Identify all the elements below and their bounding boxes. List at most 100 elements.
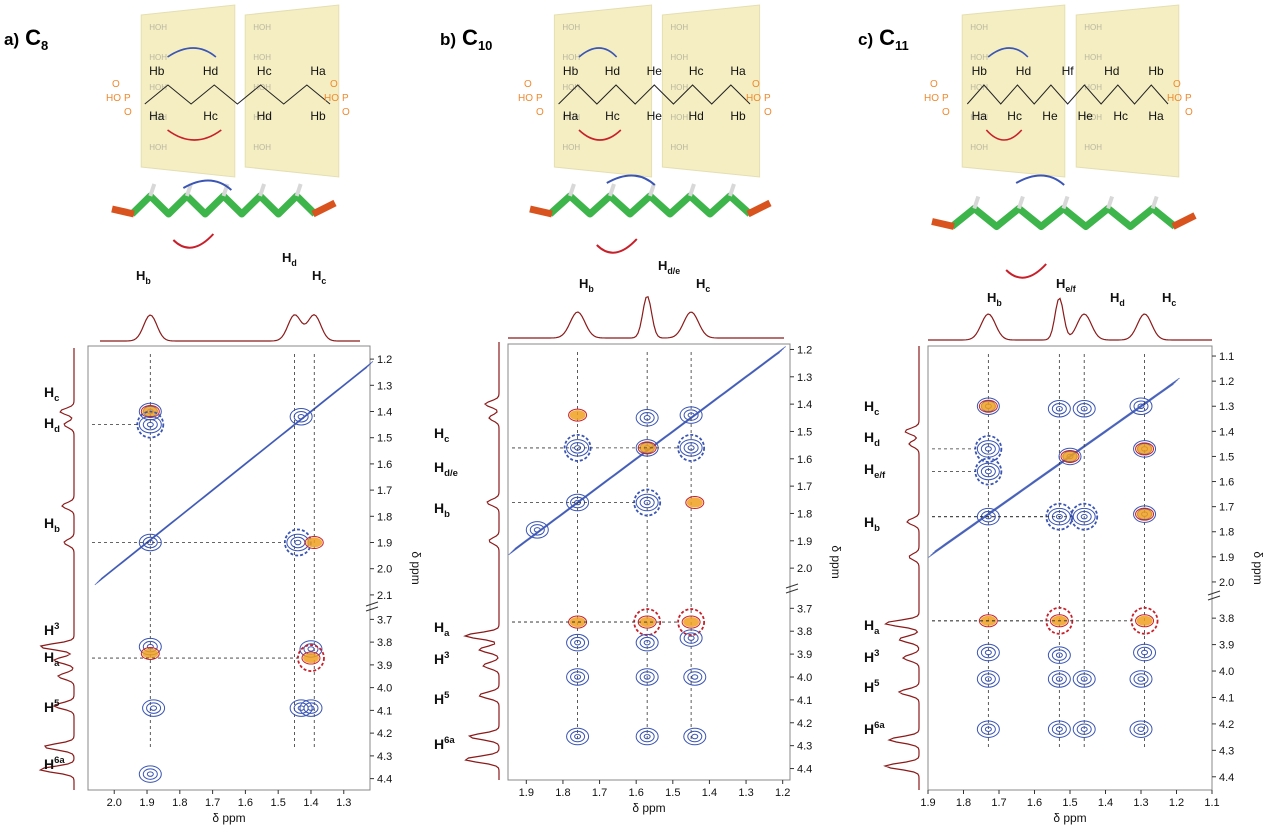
cd-watermark-text: HOH [1084,23,1102,32]
peak-label-top: Hd/e [658,258,680,276]
proton-label-bottom: Ha [563,109,579,123]
contour-ring-blue [643,674,651,680]
cross-peak [512,433,706,462]
proton-label-bottom: He [1042,109,1058,123]
contour-ring-blue [1129,720,1153,738]
contour-fill-orange [980,401,997,412]
contour-ring-blue [1072,670,1096,688]
contour-ring-red [1060,449,1080,463]
phosphate-right: O [1185,107,1193,118]
cross-peak [976,720,1000,738]
proton-label-bottom: Ha [1148,109,1164,123]
contour-fill-orange [142,648,159,659]
alkyl-chain [558,84,751,105]
peak-label-left: H6a [434,735,455,752]
contour-fill-orange [1136,443,1153,454]
cd-watermark-text: HOH [1084,53,1102,62]
contour-ring-blue [146,771,154,777]
contour-ring-blue [1137,676,1145,682]
stick-model-hydrogen [688,183,696,197]
contour-ring-blue [1141,649,1149,656]
y-tick-label: 1.8 [377,511,392,523]
noe-arrow-blue-icon [578,47,618,58]
phosphate-left: P [536,93,543,104]
x-tick-label: 1.2 [775,787,790,799]
y-tick-label: 4.0 [797,672,812,684]
noe-arrow-blue-icon [182,179,233,191]
noe-arrow-blue-icon [1015,174,1065,186]
stick-model-hydrogen [728,183,736,197]
contour-ring-blue [533,527,541,533]
y-axis-label: δ ppm [1251,551,1265,584]
proton-label-top: Hb [149,64,165,78]
contour-ring-blue [1137,403,1145,409]
contour-fill-orange [569,410,586,421]
highlight-circle [136,410,165,439]
cd-watermark-text: HOH [562,143,580,152]
cross-peak [1047,670,1071,688]
x-tick-label: 1.4 [303,797,318,809]
x-tick-label: 1.4 [702,787,717,799]
cd-watermark-text: HOH [1084,113,1102,122]
contour-ring-blue [1058,447,1082,466]
x-tick-label: 1.5 [665,787,680,799]
cd-ring-left [961,4,1066,178]
peak-label-top: He/f [1056,276,1076,294]
contour-fill-orange [1136,509,1153,520]
peak-label-left: Hb [434,500,450,520]
y-tick-label: 1.7 [377,485,392,497]
x-axis-label: δ ppm [632,801,665,815]
x-axis-label: δ ppm [212,811,245,825]
x-tick-label: 1.8 [172,797,187,809]
contour-ring-blue [691,733,699,740]
contour-ring-blue [643,415,651,421]
contour-ring-blue [1051,723,1067,735]
y-tick-label: 3.9 [797,649,812,661]
contour-ring-blue [1051,649,1067,661]
y-tick-label: 4.1 [377,705,392,717]
stick-model-chain [949,205,1178,230]
cross-peak [1129,397,1153,415]
cross-peak [635,409,659,427]
contour-ring-blue [1129,670,1153,688]
cd-watermark-text: HOH [1084,83,1102,92]
y-tick-label: 1.4 [377,407,392,419]
contour-ring-blue [142,768,158,780]
contour-ring-blue [1137,646,1153,659]
proton-label-top: Hd [203,64,218,78]
stick-model-hydrogen [294,183,303,197]
y-tick-label: 4.1 [797,695,812,707]
contour-ring-blue [679,629,703,647]
proton-label-bottom: Hc [605,109,620,123]
axis-break-icon [785,588,799,594]
x-tick-label: 1.3 [1133,797,1148,809]
y-tick-label: 4.3 [1219,745,1234,757]
contour-ring-blue [289,407,313,426]
stick-model-phosphate-right [311,199,337,218]
proton-label-top: Hf [1062,64,1075,78]
peak-label-top: Hc [312,268,326,286]
peak-label-left: H6a [864,720,885,737]
contour-fill-orange [1136,615,1153,626]
y-tick-label: 1.7 [797,481,812,493]
contour-ring-blue [1137,726,1145,732]
axis-break-icon [1207,590,1221,596]
cross-peak [1133,440,1157,458]
proton-label-top: Hd [1104,64,1119,78]
x-tick-label: 1.8 [555,787,570,799]
cross-peak [635,727,659,746]
peak-label-left: H6a [44,755,65,772]
projection-trace-top [508,295,784,339]
contour-ring-red [301,651,321,665]
contour-ring-blue [1133,505,1157,523]
cd-watermark-text: HOH [149,53,167,62]
contour-ring-blue [1133,673,1149,685]
contour-ring-blue [1080,676,1088,682]
contour-ring-blue [529,524,545,536]
cross-peak [932,435,1003,463]
contour-ring-blue [1055,676,1063,682]
y-tick-label: 3.7 [377,614,392,626]
cross-peak [512,488,662,517]
panel-title: b) C10 [440,25,492,53]
y-tick-label: 2.0 [797,563,812,575]
